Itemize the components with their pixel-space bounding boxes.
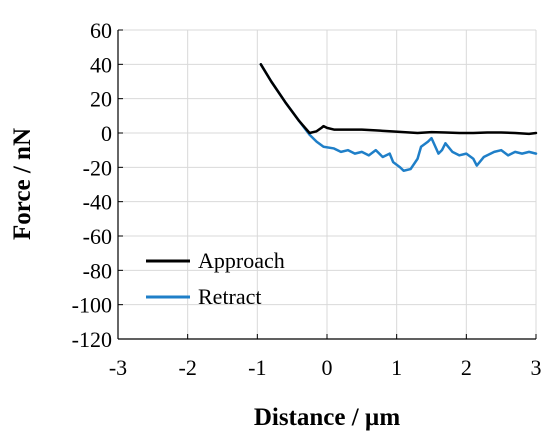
legend: Approach Retract bbox=[146, 248, 285, 309]
legend-label-approach: Approach bbox=[198, 248, 285, 273]
series-line-retract bbox=[259, 63, 538, 173]
x-tick-label: -2 bbox=[179, 355, 197, 380]
x-tick-label: 3 bbox=[531, 355, 542, 380]
legend-label-retract: Retract bbox=[198, 284, 262, 309]
x-tick-label: 1 bbox=[391, 355, 402, 380]
axes bbox=[117, 29, 537, 340]
y-tick-label: 60 bbox=[90, 18, 112, 43]
x-tick-label: -1 bbox=[248, 355, 266, 380]
y-tick-label: -100 bbox=[72, 293, 112, 318]
y-tick-label: 0 bbox=[101, 121, 112, 146]
y-tick-label: 40 bbox=[90, 52, 112, 77]
x-tick-label: 0 bbox=[322, 355, 333, 380]
x-gridlines bbox=[117, 30, 537, 339]
x-tick-labels: -3 -2 -1 0 1 2 3 bbox=[109, 355, 542, 380]
y-tick-label: -60 bbox=[83, 224, 112, 249]
series-layer bbox=[259, 63, 538, 173]
y-tick-label: -40 bbox=[83, 190, 112, 215]
y-tick-label: 20 bbox=[90, 87, 112, 112]
x-axis-title: Distance / µm bbox=[254, 404, 401, 431]
y-tick-label: -20 bbox=[83, 155, 112, 180]
x-tick-label: -3 bbox=[109, 355, 127, 380]
series-line-approach bbox=[259, 63, 538, 136]
y-tick-label: -120 bbox=[72, 327, 112, 352]
y-axis-title: Force / nN bbox=[9, 128, 36, 240]
y-tick-label: -80 bbox=[83, 258, 112, 283]
x-tick-label: 2 bbox=[461, 355, 472, 380]
y-tick-labels: 60 40 20 0 -20 -40 -60 -80 -100 -120 bbox=[72, 18, 112, 352]
